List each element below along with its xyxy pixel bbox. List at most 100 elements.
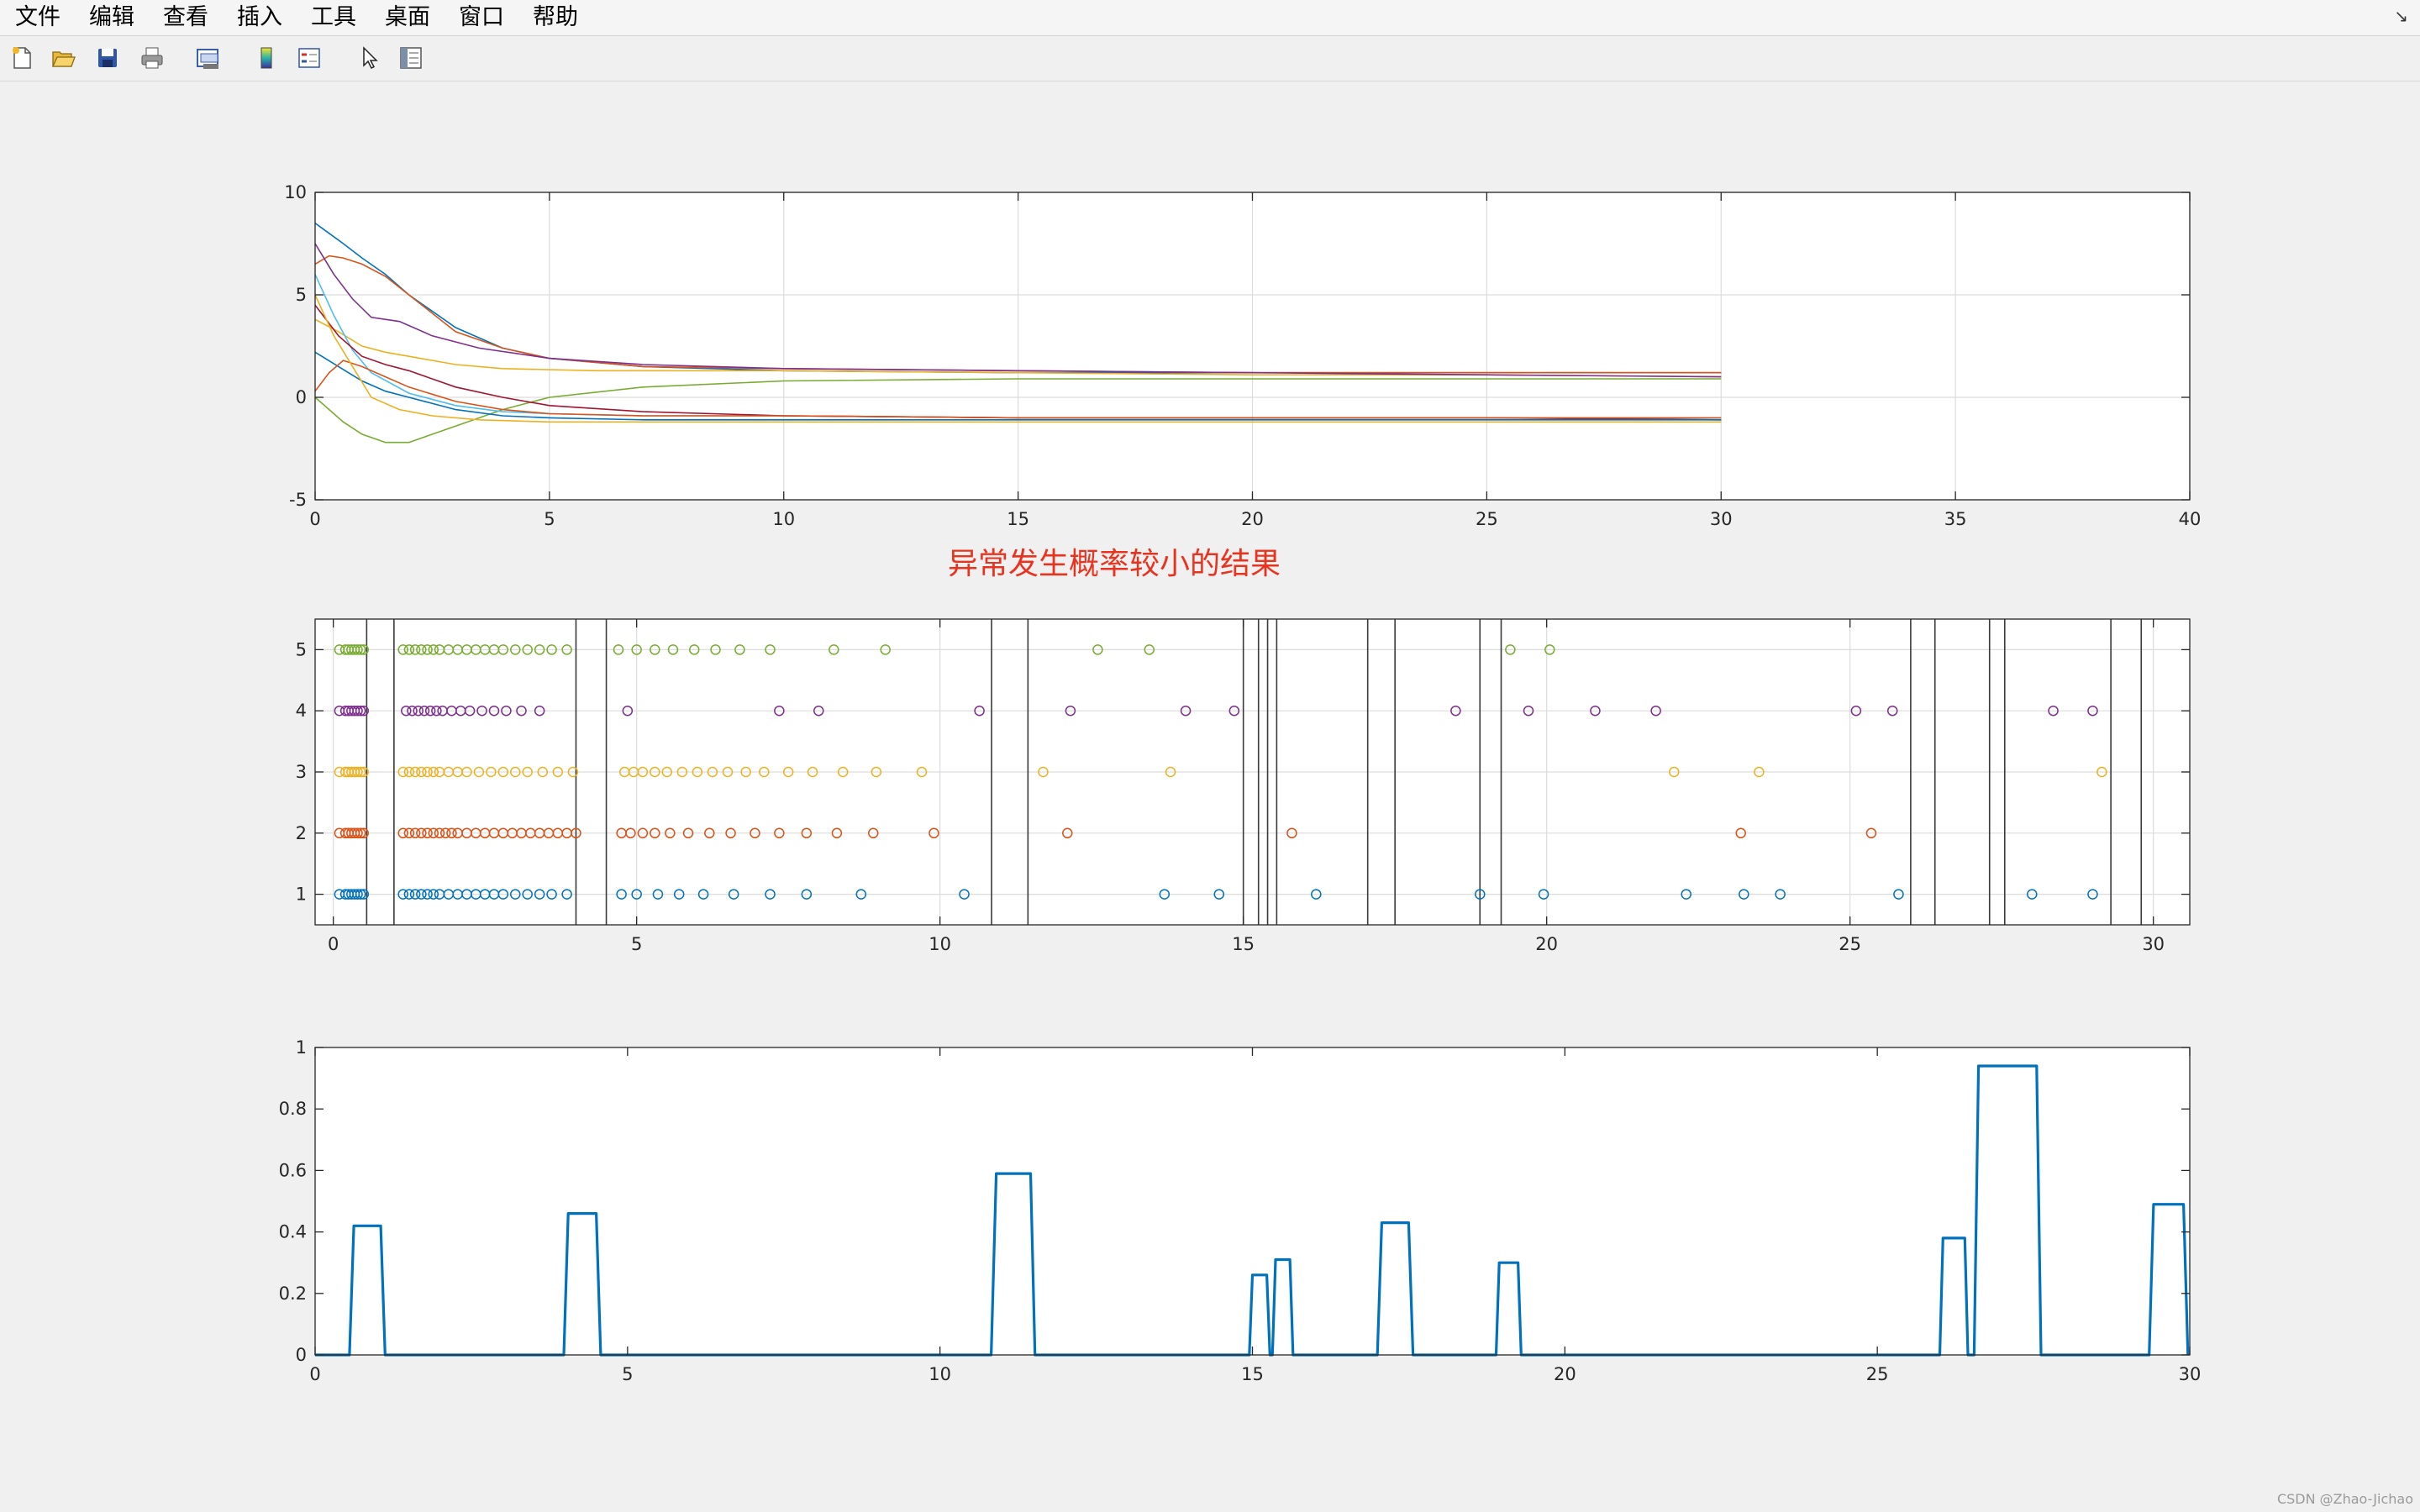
x-tick-label: 10 (929, 934, 951, 954)
scatter-point-level-5 (710, 644, 721, 655)
colorbar-icon[interactable] (252, 44, 281, 72)
scatter-point-level-4 (358, 705, 370, 717)
scatter-point-level-5 (613, 644, 624, 655)
scatter-point-level-1 (855, 889, 867, 900)
scatter-point-level-1 (697, 889, 709, 900)
scatter-point-level-2 (409, 827, 421, 839)
scatter-point-level-1 (801, 889, 813, 900)
x-tick-label: 20 (1535, 934, 1558, 954)
scatter-point-level-2 (352, 827, 363, 839)
menu-window[interactable]: 窗口 (459, 4, 504, 30)
scatter-point-level-3 (537, 766, 549, 778)
scatter-point-level-3 (397, 766, 408, 778)
scatter-point-level-3 (692, 766, 703, 778)
scatter-point-level-1 (397, 889, 408, 900)
probability-axes[interactable]: 0 5 10 15 20 25 30 0 0.2 0.4 0.6 0.8 1 (279, 1037, 2202, 1384)
scatter-point-level-1 (510, 889, 521, 900)
scatter-point-level-2 (439, 827, 451, 839)
scatter-point-level-5 (355, 644, 366, 655)
menu-tools[interactable]: 工具 (311, 4, 356, 30)
scatter-point-level-3 (676, 766, 688, 778)
scatter-point-level-2 (434, 827, 445, 839)
scatter-point-level-3 (473, 766, 485, 778)
scatter-point-level-5 (416, 644, 427, 655)
scatter-point-level-5 (1505, 644, 1516, 655)
menu-edit[interactable]: 编辑 (89, 4, 134, 30)
scatter-point-level-2 (397, 827, 408, 839)
watermark-text: CSDN @Zhao-Jichao (2276, 1491, 2413, 1507)
scatter-point-level-1 (1213, 889, 1225, 900)
scatter-point-level-4 (2087, 705, 2098, 717)
y-tick-label: 1 (296, 1037, 307, 1058)
scatter-point-level-3 (497, 766, 509, 778)
scatter-point-level-4 (516, 705, 527, 717)
scatter-point-level-5 (667, 644, 679, 655)
menu-view[interactable]: 查看 (163, 4, 208, 30)
scatter-point-level-2 (725, 827, 736, 839)
scatter-point-level-3 (1038, 766, 1049, 778)
menu-file[interactable]: 文件 (15, 4, 60, 30)
save-icon[interactable] (93, 44, 122, 72)
scatter-point-level-4 (464, 705, 476, 717)
property-inspector-icon[interactable] (397, 44, 425, 72)
scatter-point-level-1 (1311, 889, 1322, 900)
scatter-point-level-3 (707, 766, 718, 778)
scatter-point-level-3 (552, 766, 564, 778)
dock-arrow-icon[interactable]: ↘ (2394, 6, 2408, 26)
scatter-point-level-4 (424, 705, 436, 717)
scatter-point-level-2 (355, 827, 366, 839)
scatter-point-level-1 (403, 889, 415, 900)
legend-icon[interactable] (295, 44, 324, 72)
scatter-point-level-4 (476, 705, 487, 717)
print-preview-icon[interactable] (194, 44, 223, 72)
trajectory-line-3 (314, 318, 1722, 378)
event-scatter-axes[interactable]: 0 5 10 15 20 25 30 1 2 3 4 5 (296, 618, 2191, 954)
scatter-point-level-4 (431, 705, 442, 717)
x-tick-label: 5 (631, 934, 642, 954)
scatter-point-level-1 (422, 889, 433, 900)
scatter-point-level-5 (403, 644, 415, 655)
scatter-point-level-4 (1450, 705, 1461, 717)
scatter-point-level-2 (774, 827, 785, 839)
y-tick-label: 1 (296, 885, 307, 905)
scatter-point-level-5 (428, 644, 439, 655)
x-tick-label: 0 (328, 934, 339, 954)
scatter-point-level-4 (407, 705, 418, 717)
x-tick-label: 15 (1007, 509, 1029, 529)
menu-help[interactable]: 帮助 (533, 4, 578, 30)
scatter-point-level-2 (831, 827, 843, 839)
scatter-point-level-5 (765, 644, 776, 655)
print-icon[interactable] (138, 44, 166, 72)
scatter-point-level-4 (622, 705, 634, 717)
scatter-point-level-3 (522, 766, 533, 778)
scatter-point-level-1 (1538, 889, 1549, 900)
scatter-point-level-1 (652, 889, 664, 900)
scatter-point-level-1 (561, 889, 572, 900)
scatter-point-level-4 (1523, 705, 1534, 717)
scatter-point-level-1 (1893, 889, 1904, 900)
scatter-point-level-1 (1159, 889, 1171, 900)
x-tick-label: 20 (1241, 509, 1264, 529)
scatter-point-level-3 (409, 766, 421, 778)
scatter-point-level-3 (358, 766, 370, 778)
scatter-point-level-1 (352, 889, 363, 900)
open-file-icon[interactable] (49, 44, 77, 72)
plot-title: 异常发生概率较小的结果 (948, 547, 1281, 581)
scatter-point-level-5 (829, 644, 839, 655)
x-tick-label: 5 (622, 1364, 633, 1384)
scatter-point-level-3 (422, 766, 433, 778)
new-figure-icon[interactable] (8, 44, 36, 72)
scatter-point-level-1 (409, 889, 421, 900)
scatter-point-level-3 (1669, 766, 1680, 778)
menu-insert[interactable]: 插入 (237, 4, 282, 30)
menu-desktop[interactable]: 桌面 (385, 4, 430, 30)
scatter-point-level-2 (801, 827, 813, 839)
scatter-point-level-5 (1144, 644, 1155, 655)
y-tick-label: 5 (296, 639, 307, 659)
scatter-point-level-2 (929, 827, 939, 839)
scatter-point-level-4 (813, 705, 824, 717)
scatter-point-level-2 (416, 827, 427, 839)
edit-plot-pointer-icon[interactable] (355, 44, 383, 72)
